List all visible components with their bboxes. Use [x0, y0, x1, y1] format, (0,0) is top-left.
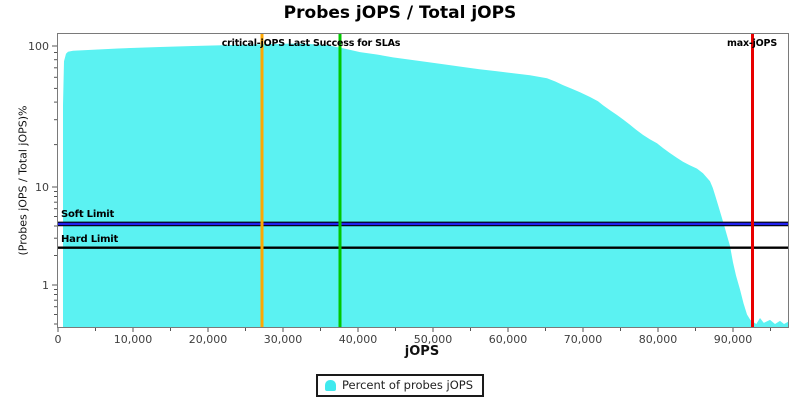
plot-border — [57, 33, 789, 328]
legend-series-label: Percent of probes jOPS — [342, 378, 473, 392]
x-tick-label: 40,000 — [339, 333, 378, 346]
critical-jops-annotation: critical-jOPS Last Success for SLAs — [221, 38, 401, 49]
legend-series-marker-icon — [325, 379, 337, 391]
x-tick-label: 20,000 — [189, 333, 228, 346]
soft-limit-label: Soft Limit — [61, 209, 115, 220]
plot-area — [57, 33, 788, 327]
hard-limit-label: Hard Limit — [61, 234, 119, 245]
x-tick-label: 10,000 — [114, 333, 153, 346]
x-tick-label: 70,000 — [564, 333, 603, 346]
y-tick-label: 10 — [35, 181, 49, 194]
x-tick-label: 90,000 — [714, 333, 753, 346]
x-tick-label: 50,000 — [414, 333, 453, 346]
y-axis-title: (Probes jOPS / Total jOPS)% — [16, 105, 30, 256]
x-axis-title: jOPS — [404, 344, 440, 359]
probes-jops-area-series — [63, 43, 788, 327]
axis-ticks — [52, 45, 771, 332]
y-tick-label: 1 — [42, 279, 49, 292]
max-jops-annotation: max-jOPS — [727, 38, 777, 49]
chart-title: Probes jOPS / Total jOPS — [283, 3, 517, 23]
y-tick-label: 100 — [28, 40, 49, 53]
chart-legend: Percent of probes jOPS — [316, 374, 484, 397]
x-tick-label: 80,000 — [639, 333, 678, 346]
x-tick-label: 0 — [55, 333, 62, 346]
axis-tick-labels: 0 10,000 20,000 30,000 40,000 50,000 60,000 70,… — [28, 40, 752, 346]
x-tick-label: 60,000 — [489, 333, 528, 346]
x-tick-label: 30,000 — [264, 333, 303, 346]
